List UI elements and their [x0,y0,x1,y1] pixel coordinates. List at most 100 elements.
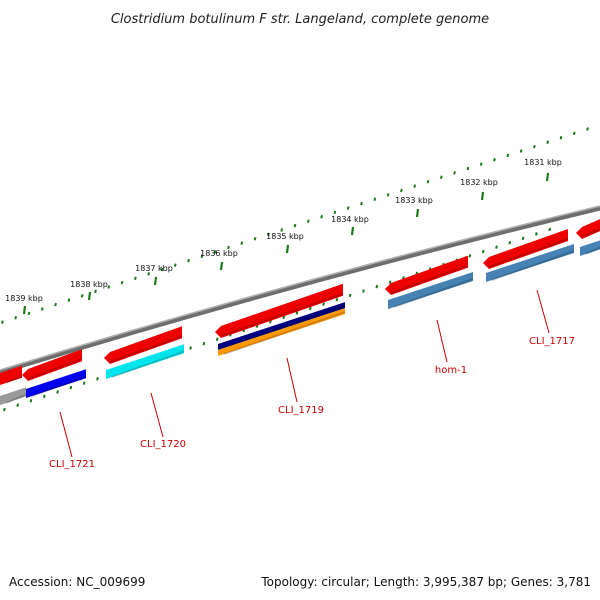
gene-red-5 [483,228,569,269]
inner-tick [56,390,59,394]
inner-tick [495,245,498,249]
scale-tick [27,311,31,316]
kbp-label-1835: 1835 kbp [266,232,304,241]
gene-red-2 [104,326,183,364]
gene-red-4-shade [390,264,469,294]
kbp-label-1834: 1834 kbp [331,215,369,224]
gene-red-1-body [22,349,82,381]
scale-tick [267,232,270,237]
inner-tick [295,311,299,315]
gene-red-1 [22,349,83,381]
inner-tick [548,227,552,232]
gene-red-5-body [483,228,568,269]
inner-tick [282,315,286,320]
gene-grey [0,387,27,405]
scale-tick [466,166,470,171]
scale-tick [546,140,550,144]
scale-tick [107,285,111,289]
gene-steel-3-shade [585,246,600,255]
gene-red-0-shade [5,374,23,384]
inner-tick [535,232,538,236]
kbp-label-1832: 1832 kbp [460,178,498,187]
gene-red-4 [385,255,469,295]
scale-tick [360,201,363,206]
scale-major-tick [153,276,158,286]
scale-tick [293,223,297,228]
inner-tick [388,280,392,284]
scale-tick [426,179,430,184]
gene-navy [218,302,346,350]
gene-label-cli-1721[interactable]: CLI_1721 [49,459,95,470]
gene-red-6-body [576,219,600,239]
kbp-label-1838: 1838 kbp [70,280,108,289]
gene-red-3-body [215,283,343,338]
scale-tick [213,250,217,254]
scale-tick [120,280,124,285]
inner-tick [468,254,472,258]
connector-2 [286,357,298,403]
gene-red-5-shade [488,238,569,268]
gene-cyan-shade [111,350,185,378]
scale-tick [173,263,177,267]
connector-1 [150,392,164,438]
inner-tick [189,346,192,350]
gene-label-cli-1717[interactable]: CLI_1717 [529,336,575,347]
scale-major-tick [415,208,420,218]
gene-label-cli-1720[interactable]: CLI_1720 [140,439,186,450]
gene-steel-2 [486,243,575,282]
kbp-label-1839: 1839 kbp [5,294,43,303]
kbp-label-1833: 1833 kbp [395,196,433,205]
scale-tick [280,228,284,232]
map-title: Clostridium botulinum F str. Langeland, … [111,12,489,27]
gene-blue [26,369,87,398]
gene-steel-2-shade [491,250,575,281]
gene-steel-3 [580,240,600,256]
gene-red-1-shade [27,358,83,380]
scale-tick [40,307,44,311]
scale-tick [400,188,403,193]
scale-tick [479,162,483,166]
label-connectors [59,289,550,458]
inner-tick [308,306,312,311]
inner-tick [521,236,525,241]
scale-tick [14,315,18,320]
gene-red-3 [215,283,344,338]
gene-label-cli-1719[interactable]: CLI_1719 [278,405,324,416]
scale-tick [413,184,417,188]
scale-major-tick [350,226,355,236]
gene-blue-body [26,369,86,398]
scale-major-tick [87,291,92,301]
inner-tick [69,385,73,390]
scale-tick [439,175,443,180]
scale-tick [453,171,456,175]
scale-ruler [1,127,589,412]
inner-tick [322,302,325,306]
scale-tick [519,149,523,153]
scale-tick [187,258,190,263]
genome-backbone [0,205,600,375]
gene-grey-body [0,387,26,405]
scale-tick [54,302,57,307]
kbp-label-1831: 1831 kbp [524,158,562,167]
inner-tick [29,398,33,403]
backbone-highlight [0,205,600,371]
gene-label-hom-1[interactable]: hom-1 [435,365,467,376]
scale-tick [134,276,137,281]
inner-tick [202,341,206,346]
gene-navy-shade [223,305,346,349]
gene-steel-1 [388,271,474,309]
accession-text: Accession: NC_009699 [9,575,145,589]
scale-tick [533,144,536,149]
connector-0 [59,411,73,458]
gene-blue-shade [31,375,87,397]
scale-tick [572,131,576,136]
gene-steel-1-shade [393,278,474,308]
inner-tick [82,381,86,385]
inner-tick [3,407,6,412]
gene-steel-1-body [388,271,473,309]
inner-tick [42,394,46,399]
scale-tick [559,136,563,140]
scale-tick [386,193,390,197]
gene-red-0 [0,365,23,385]
gene-cyan-body [106,344,184,379]
